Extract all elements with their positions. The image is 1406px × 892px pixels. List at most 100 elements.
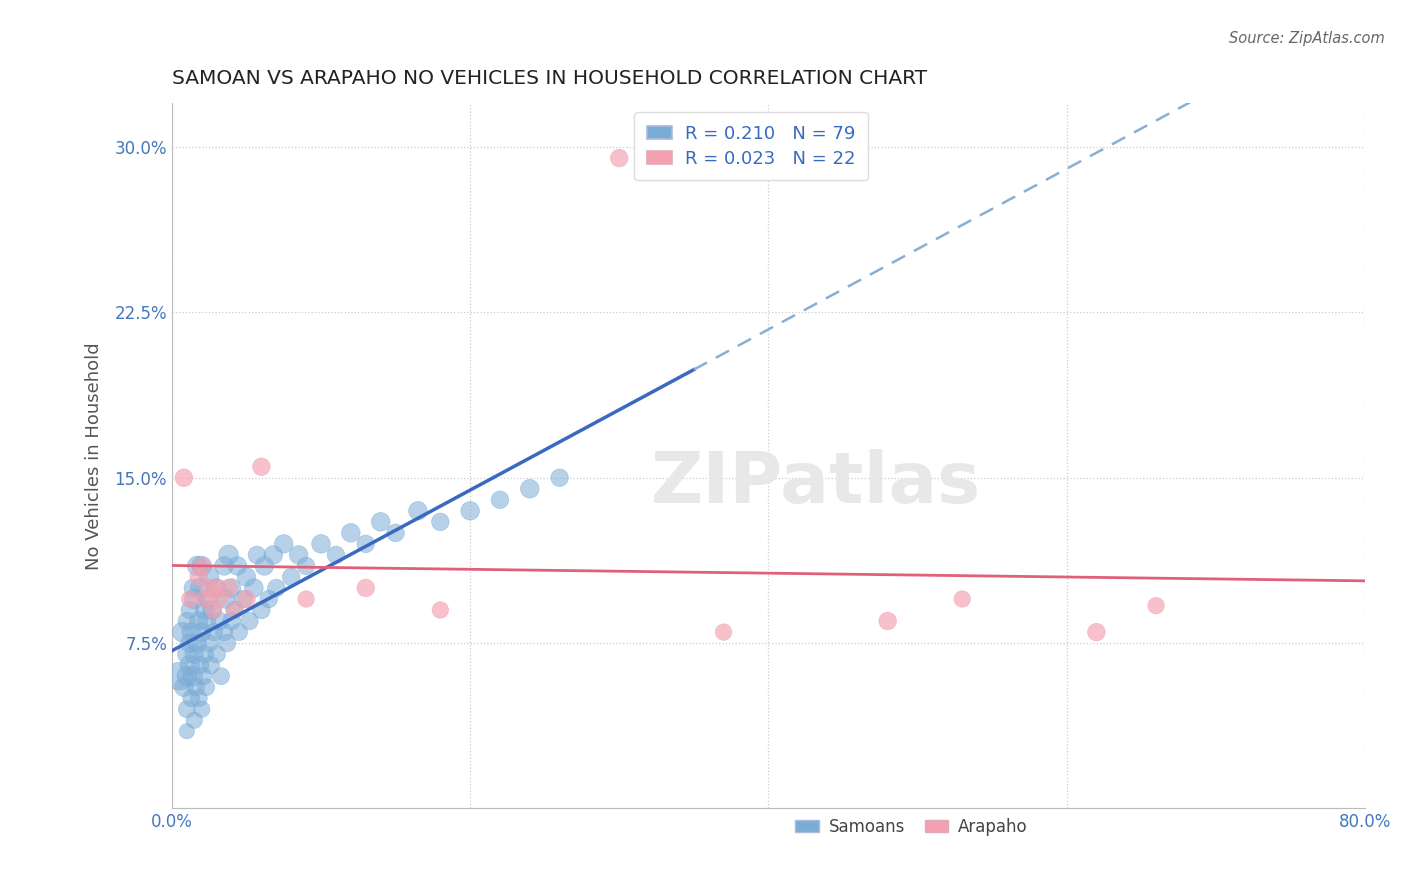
Point <box>176 702 198 716</box>
Point <box>221 581 243 595</box>
Point <box>176 724 198 739</box>
Point <box>194 603 217 617</box>
Point <box>228 625 250 640</box>
Point <box>181 669 204 683</box>
Point <box>235 592 257 607</box>
Point <box>176 669 198 683</box>
Point <box>1144 599 1167 613</box>
Point <box>226 558 249 573</box>
Point <box>194 592 217 607</box>
Point <box>187 691 209 706</box>
Point <box>218 548 240 562</box>
Point <box>253 558 276 573</box>
Point <box>176 647 198 661</box>
Point <box>190 625 212 640</box>
Point <box>246 548 269 562</box>
Point <box>264 581 287 595</box>
Point <box>190 702 212 716</box>
Point <box>202 625 225 640</box>
Point <box>212 625 235 640</box>
Point <box>202 603 225 617</box>
Point <box>197 592 219 607</box>
Point <box>183 713 205 727</box>
Point <box>235 570 257 584</box>
Point <box>950 592 973 607</box>
Point <box>309 537 332 551</box>
Point <box>173 471 195 485</box>
Point <box>190 558 212 573</box>
Point <box>200 658 222 673</box>
Point <box>188 658 211 673</box>
Point <box>354 581 377 595</box>
Point <box>212 558 235 573</box>
Point <box>179 658 201 673</box>
Point <box>205 581 228 595</box>
Point <box>187 614 209 628</box>
Point <box>198 581 221 595</box>
Point <box>295 558 318 573</box>
Point <box>188 581 211 595</box>
Point <box>201 603 224 617</box>
Point <box>713 625 735 640</box>
Point <box>195 614 218 628</box>
Point <box>250 459 273 474</box>
Point <box>406 504 429 518</box>
Point <box>183 592 205 607</box>
Point <box>180 625 202 640</box>
Point <box>194 647 217 661</box>
Point <box>190 558 212 573</box>
Point <box>370 515 392 529</box>
Point <box>183 647 205 661</box>
Point <box>184 680 207 694</box>
Point <box>187 570 209 584</box>
Point <box>876 614 898 628</box>
Point <box>179 636 201 650</box>
Point <box>172 625 194 640</box>
Point <box>243 581 266 595</box>
Point <box>262 548 284 562</box>
Point <box>354 537 377 551</box>
Text: Source: ZipAtlas.com: Source: ZipAtlas.com <box>1229 31 1385 46</box>
Point <box>232 592 254 607</box>
Y-axis label: No Vehicles in Household: No Vehicles in Household <box>86 342 103 569</box>
Point <box>208 592 231 607</box>
Point <box>179 603 201 617</box>
Point <box>180 691 202 706</box>
Point <box>1085 625 1108 640</box>
Point <box>224 603 246 617</box>
Point <box>429 603 451 617</box>
Point <box>519 482 541 496</box>
Point <box>250 603 273 617</box>
Point <box>340 525 363 540</box>
Legend: Samoans, Arapaho: Samoans, Arapaho <box>789 811 1035 842</box>
Point <box>280 570 302 584</box>
Point <box>221 614 243 628</box>
Point <box>458 504 481 518</box>
Point <box>224 603 246 617</box>
Point <box>205 647 228 661</box>
Point <box>195 680 218 694</box>
Point <box>169 669 191 683</box>
Point <box>209 669 232 683</box>
Point <box>193 669 215 683</box>
Point <box>238 614 260 628</box>
Text: SAMOAN VS ARAPAHO NO VEHICLES IN HOUSEHOLD CORRELATION CHART: SAMOAN VS ARAPAHO NO VEHICLES IN HOUSEHO… <box>172 69 927 87</box>
Point <box>217 636 239 650</box>
Point <box>548 471 571 485</box>
Point <box>489 492 512 507</box>
Point <box>429 515 451 529</box>
Point <box>214 592 236 607</box>
Point <box>205 581 228 595</box>
Point <box>325 548 347 562</box>
Point <box>173 680 195 694</box>
Point <box>287 548 309 562</box>
Point <box>198 636 221 650</box>
Point <box>181 581 204 595</box>
Point <box>384 525 406 540</box>
Point <box>176 614 198 628</box>
Point <box>208 614 231 628</box>
Point <box>186 636 208 650</box>
Text: ZIPatlas: ZIPatlas <box>651 450 981 518</box>
Point <box>273 537 295 551</box>
Point <box>218 581 240 595</box>
